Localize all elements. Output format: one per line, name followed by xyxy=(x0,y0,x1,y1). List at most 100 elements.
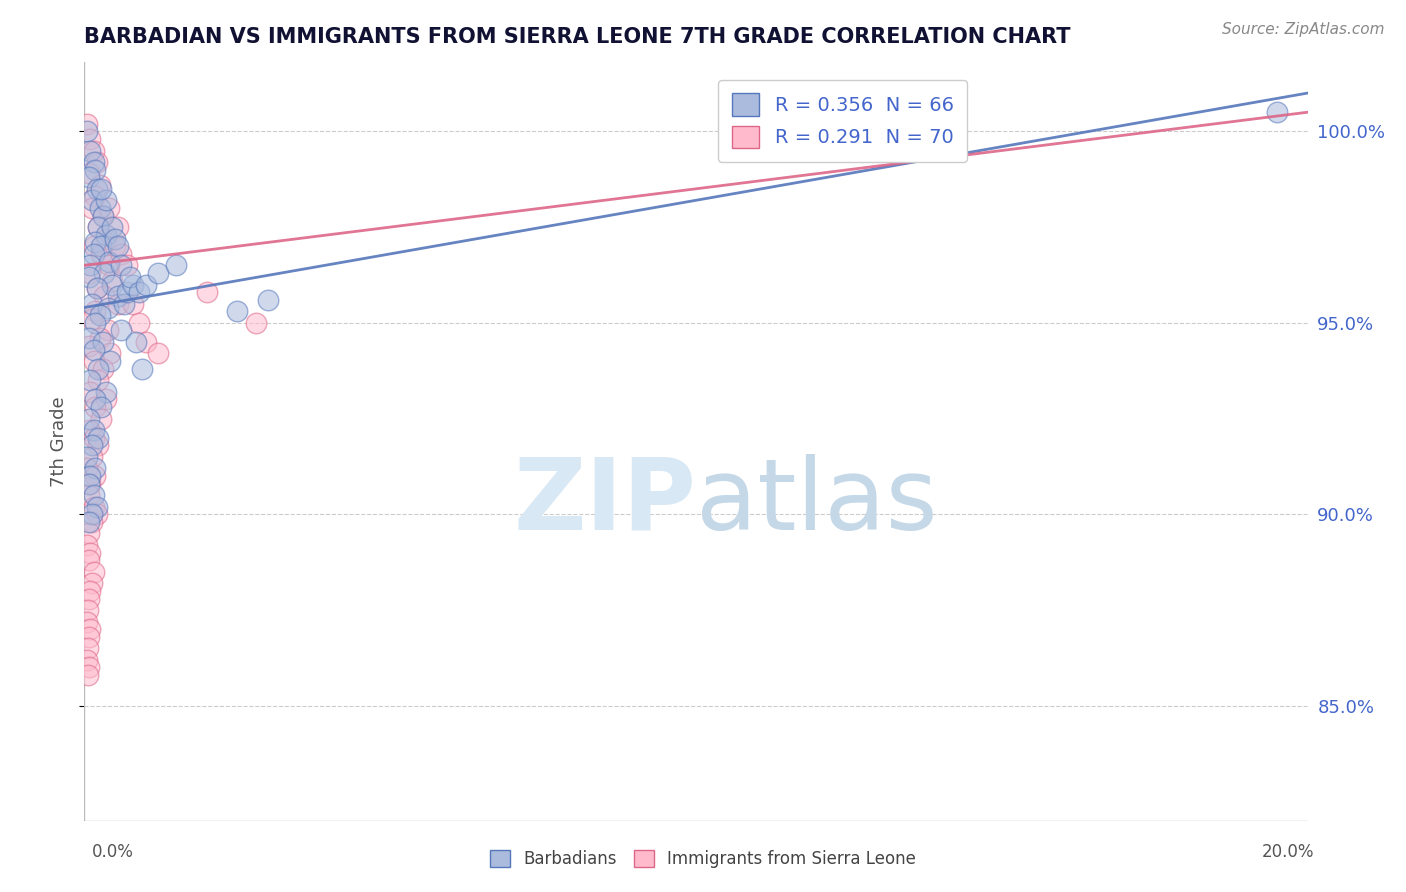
Point xyxy=(84,162,107,177)
Point xyxy=(107,289,129,303)
Point xyxy=(135,277,157,292)
Point xyxy=(77,166,100,180)
Point xyxy=(90,400,112,414)
Point xyxy=(77,660,100,674)
Legend: Barbadians, Immigrants from Sierra Leone: Barbadians, Immigrants from Sierra Leone xyxy=(484,843,922,875)
Point xyxy=(135,334,157,349)
Point xyxy=(91,209,114,223)
Point xyxy=(76,450,98,464)
Point xyxy=(122,277,145,292)
Point xyxy=(83,343,105,357)
Point xyxy=(87,220,110,235)
Point xyxy=(101,277,124,292)
Point xyxy=(79,259,101,273)
Point xyxy=(93,266,115,280)
Point xyxy=(97,324,120,338)
Legend: R = 0.356  N = 66, R = 0.291  N = 70: R = 0.356 N = 66, R = 0.291 N = 70 xyxy=(718,79,967,161)
Point xyxy=(79,266,101,280)
Point xyxy=(89,201,111,215)
Point xyxy=(115,259,138,273)
Point xyxy=(77,630,100,644)
Point xyxy=(77,170,100,185)
Point xyxy=(89,178,111,192)
Point xyxy=(84,461,107,475)
Point xyxy=(107,220,129,235)
Point xyxy=(86,281,108,295)
Point xyxy=(101,274,124,288)
Point xyxy=(94,227,117,242)
Point xyxy=(146,266,169,280)
Point xyxy=(120,269,142,284)
Point xyxy=(98,354,121,368)
Point xyxy=(89,308,111,322)
Point xyxy=(83,155,105,169)
Point xyxy=(83,239,105,253)
Point xyxy=(87,431,110,445)
Text: Source: ZipAtlas.com: Source: ZipAtlas.com xyxy=(1222,22,1385,37)
Point xyxy=(110,247,132,261)
Point xyxy=(89,331,111,345)
Point xyxy=(79,469,101,483)
Point xyxy=(80,576,103,591)
Point xyxy=(101,220,124,235)
Point xyxy=(86,182,108,196)
Point xyxy=(77,331,100,345)
Point xyxy=(107,239,129,253)
Point xyxy=(226,304,249,318)
Point xyxy=(83,431,105,445)
Point xyxy=(97,259,120,273)
Point xyxy=(87,220,110,235)
Point xyxy=(77,515,100,529)
Point xyxy=(77,553,100,567)
Point xyxy=(80,312,103,326)
Point xyxy=(80,508,103,522)
Point xyxy=(87,438,110,452)
Point xyxy=(90,247,112,261)
Point xyxy=(80,296,103,310)
Point xyxy=(80,201,103,215)
Point xyxy=(97,301,120,315)
Point xyxy=(77,526,100,541)
Point xyxy=(87,373,110,387)
Point xyxy=(128,316,150,330)
Point xyxy=(77,339,100,353)
Point xyxy=(77,603,100,617)
Point xyxy=(83,247,105,261)
Point xyxy=(115,285,138,300)
Point xyxy=(76,653,98,667)
Point xyxy=(79,373,101,387)
Point xyxy=(80,450,103,464)
Point xyxy=(76,117,98,131)
Point xyxy=(90,411,112,425)
Point xyxy=(86,508,108,522)
Point xyxy=(107,296,129,310)
Point xyxy=(94,194,117,208)
Point xyxy=(84,400,107,414)
Point xyxy=(79,132,101,146)
Point xyxy=(165,259,187,273)
Point xyxy=(104,231,127,245)
Point xyxy=(80,194,103,208)
Point xyxy=(90,182,112,196)
Point xyxy=(80,515,103,529)
Point xyxy=(98,346,121,360)
Point xyxy=(91,209,114,223)
Text: 20.0%: 20.0% xyxy=(1263,843,1315,861)
Point xyxy=(77,488,100,502)
Point xyxy=(84,316,107,330)
Point xyxy=(84,235,107,250)
Point xyxy=(195,285,218,300)
Point xyxy=(83,500,105,514)
Point xyxy=(125,334,148,349)
Point xyxy=(77,411,100,425)
Point xyxy=(77,476,100,491)
Point xyxy=(91,361,114,376)
Point xyxy=(77,591,100,606)
Point xyxy=(245,316,267,330)
Point xyxy=(110,324,132,338)
Point xyxy=(79,384,101,399)
Point xyxy=(77,641,100,656)
Point xyxy=(94,392,117,407)
Point xyxy=(86,281,108,295)
Point xyxy=(83,488,105,502)
